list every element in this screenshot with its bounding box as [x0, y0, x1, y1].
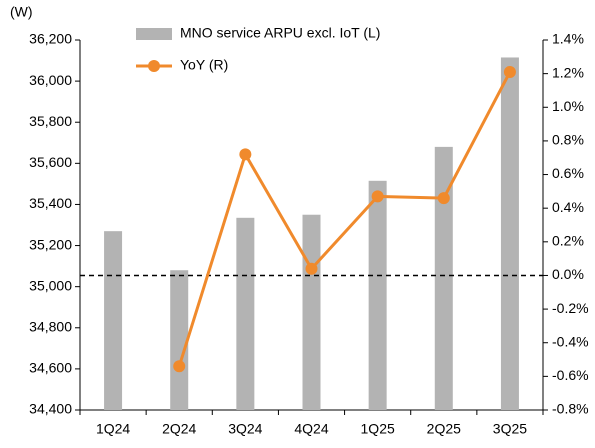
line [177, 71, 512, 367]
bar [236, 217, 255, 410]
x-tick-label: 3Q24 [228, 421, 262, 437]
bar [104, 231, 123, 410]
y2-tick-label: -0.2% [552, 300, 589, 316]
legend-swatch [148, 60, 160, 72]
bar [302, 214, 321, 410]
y-tick-label: 36,000 [29, 72, 72, 88]
line-marker [371, 190, 384, 203]
x-tick-label: 3Q25 [493, 421, 527, 437]
line-marker [437, 192, 450, 205]
y-tick-label: 34,800 [29, 318, 72, 334]
line-marker [305, 262, 318, 275]
y2-tick-label: 0.0% [552, 266, 584, 282]
bar [434, 146, 453, 410]
y2-tick-label: 0.4% [552, 199, 584, 215]
y2-tick-label: 1.2% [552, 64, 584, 80]
y2-tick-label: 0.2% [552, 233, 584, 249]
y-axis-unit: (W) [10, 4, 33, 20]
y-tick-label: 35,600 [29, 154, 72, 170]
y-tick-label: 36,200 [29, 31, 72, 47]
y2-tick-label: -0.6% [552, 367, 589, 383]
x-tick-label: 2Q25 [427, 421, 461, 437]
y2-tick-label: 0.8% [552, 132, 584, 148]
line-marker [173, 360, 186, 373]
y-tick-label: 34,400 [29, 401, 72, 417]
y-tick-label: 35,800 [29, 113, 72, 129]
y2-tick-label: 1.4% [552, 31, 584, 47]
line-marker [503, 65, 516, 78]
line-marker [239, 148, 252, 161]
bar [368, 180, 387, 410]
legend-label: YoY (R) [180, 57, 228, 73]
y2-tick-label: -0.8% [552, 401, 589, 417]
x-tick-label: 4Q24 [294, 421, 328, 437]
y-tick-label: 35,000 [29, 277, 72, 293]
x-tick-label: 2Q24 [162, 421, 196, 437]
bar [170, 270, 189, 410]
x-tick-label: 1Q25 [361, 421, 395, 437]
bar [500, 57, 519, 410]
y2-tick-label: 1.0% [552, 98, 584, 114]
y2-tick-label: -0.4% [552, 333, 589, 349]
x-tick-label: 1Q24 [96, 421, 130, 437]
y-tick-label: 35,400 [29, 195, 72, 211]
y-tick-label: 35,200 [29, 236, 72, 252]
legend-swatch [136, 28, 172, 40]
legend-label: MNO service ARPU excl. IoT (L) [180, 25, 380, 41]
y-tick-label: 34,600 [29, 360, 72, 376]
y2-tick-label: 0.6% [552, 165, 584, 181]
